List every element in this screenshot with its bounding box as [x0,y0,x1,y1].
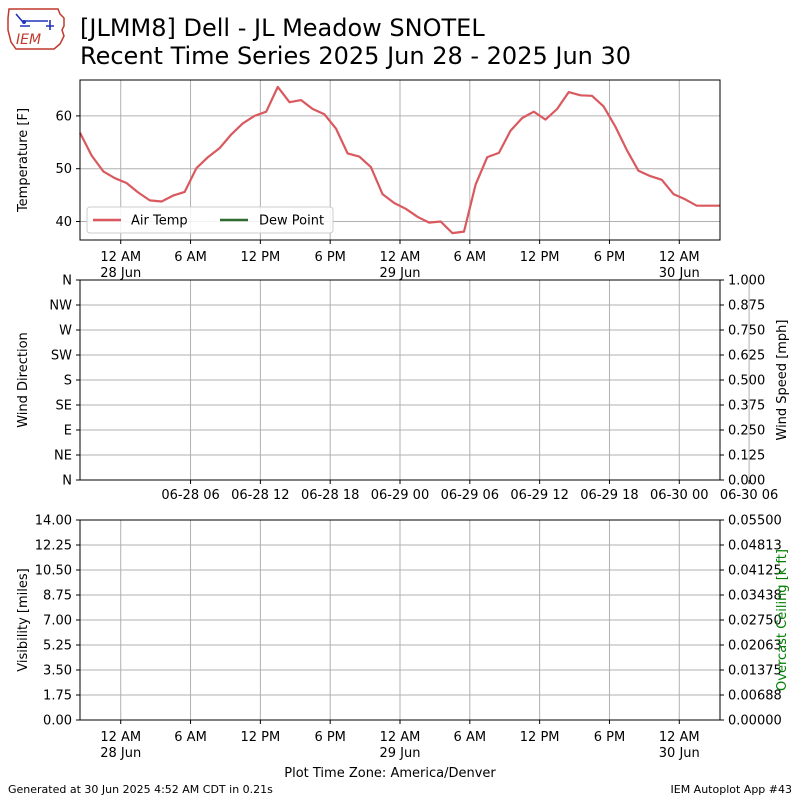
y2-tick-label: 0.625 [728,349,765,364]
y-tick-label: 3.50 [43,664,72,679]
y2-tick-label: 0.375 [728,399,765,414]
x-tick-label: 12 AM [100,250,141,265]
y-tick-label: SW [51,349,72,364]
y-tick-label: E [64,424,72,439]
legend [86,206,334,234]
legend-box [86,206,334,234]
chart-title-line1: [JLMM8] Dell - JL Meadow SNOTEL [80,14,485,42]
y2-tick-label: 0.03438 [728,589,782,604]
x-tick-label: 06-29 06 [441,488,499,503]
y2-tick-label: 0.01375 [728,664,782,679]
y2-tick-label: 0.125 [728,449,765,464]
y2-tick-label: 0.000 [728,474,765,489]
y2-tick-label: 0.500 [728,374,765,389]
logo-wind-barbs [15,13,54,30]
y-tick-label: N [62,474,72,489]
x-tick-label: 12 AM [100,730,141,745]
y2-tick-label: 0.05500 [728,514,782,529]
x-tick-label: 6 PM [314,730,345,745]
x-tick-date-label: 30 Jun [659,266,700,281]
y-tick-label: 60 [55,109,72,124]
y-axis-label: Visibility [miles] [16,568,31,671]
x-tick-label: 12 AM [659,250,700,265]
wind-panel [76,279,750,484]
y-tick-label: 7.00 [43,614,72,629]
y-tick-label: SE [56,399,72,414]
y-tick-label: W [59,324,72,339]
x-axis-label: Plot Time Zone: America/Denver [284,766,496,781]
x-tick-label: 6 PM [594,730,625,745]
generated-timestamp: Generated at 30 Jun 2025 4:52 AM CDT in … [8,783,273,796]
y-tick-label: 12.25 [35,539,72,554]
x-tick-label: 06-30 00 [650,488,708,503]
x-tick-label: 6 PM [314,250,345,265]
visibility-panel [76,519,724,724]
logo-text: IEM [16,32,41,48]
y-tick-label: 5.25 [43,639,72,654]
y-tick-label: 0.00 [43,714,72,729]
iem-logo: IEM [7,8,65,50]
x-tick-label: 12 AM [659,730,700,745]
y2-tick-label: 0.250 [728,424,765,439]
x-tick-label: 06-28 18 [301,488,359,503]
y2-tick-label: 0.750 [728,324,765,339]
x-tick-date-label: 30 Jun [659,746,700,761]
autoplot-app-label: IEM Autoplot App #43 [670,783,793,796]
y2-tick-label: 1.000 [728,274,765,289]
x-tick-label: 12 AM [380,250,421,265]
y-tick-label: S [64,374,72,389]
y2-axis-label: Wind Speed [mph] [775,320,790,441]
x-tick-label: 06-29 12 [510,488,568,503]
y-tick-label: 10.50 [35,564,72,579]
x-tick-label: 12 AM [380,730,421,745]
x-tick-label: 06-29 00 [371,488,429,503]
x-tick-date-label: 28 Jun [100,266,141,281]
x-tick-label: 6 AM [454,730,487,745]
x-tick-label: 6 AM [454,250,487,265]
y2-tick-label: 0.04813 [728,539,782,554]
y-tick-label: 1.75 [43,689,72,704]
y2-axis-label: Overcast Ceiling [k ft] [775,549,790,691]
y-tick-label: N [62,274,72,289]
x-tick-label: 06-28 12 [231,488,289,503]
y-axis-label: Temperature [F] [16,108,31,213]
plot-frame [79,519,721,721]
y2-tick-label: 0.875 [728,299,765,314]
plot-frame [79,279,721,481]
temperature-panel [76,79,721,244]
y-tick-label: NW [49,299,72,314]
x-tick-label: 12 PM [240,730,280,745]
y-tick-label: NE [54,449,72,464]
x-tick-label: 06-28 06 [161,488,219,503]
y-axis-label: Wind Direction [16,332,31,428]
x-tick-label: 06-29 18 [580,488,638,503]
y2-tick-label: 0.02063 [728,639,782,654]
y-tick-label: 40 [55,215,72,230]
y2-tick-label: 0.00000 [728,714,782,729]
y-tick-label: 50 [55,162,72,177]
x-tick-label: 06-30 06 [720,488,778,503]
air-temp-series-line [79,85,720,235]
x-tick-label: 12 PM [520,730,560,745]
plot-frame [79,79,721,241]
y-tick-label: 8.75 [43,589,72,604]
x-tick-label: 6 AM [174,250,207,265]
legend-label-dew-point: Dew Point [259,214,324,229]
chart-title-line2: Recent Time Series 2025 Jun 28 - 2025 Ju… [80,42,632,70]
y-tick-label: 14.00 [35,514,72,529]
y2-tick-label: 0.00688 [728,689,782,704]
x-tick-label: 6 AM [174,730,207,745]
x-tick-label: 12 PM [240,250,280,265]
x-tick-date-label: 28 Jun [100,746,141,761]
x-tick-date-label: 29 Jun [380,746,421,761]
y2-tick-label: 0.04125 [728,564,782,579]
y2-tick-label: 0.02750 [728,614,782,629]
logo-station-dot [22,20,26,24]
legend-label-air-temp: Air Temp [131,214,188,229]
iowa-state-outline [7,8,65,50]
x-tick-date-label: 29 Jun [380,266,421,281]
x-tick-label: 12 PM [520,250,560,265]
x-tick-label: 6 PM [594,250,625,265]
